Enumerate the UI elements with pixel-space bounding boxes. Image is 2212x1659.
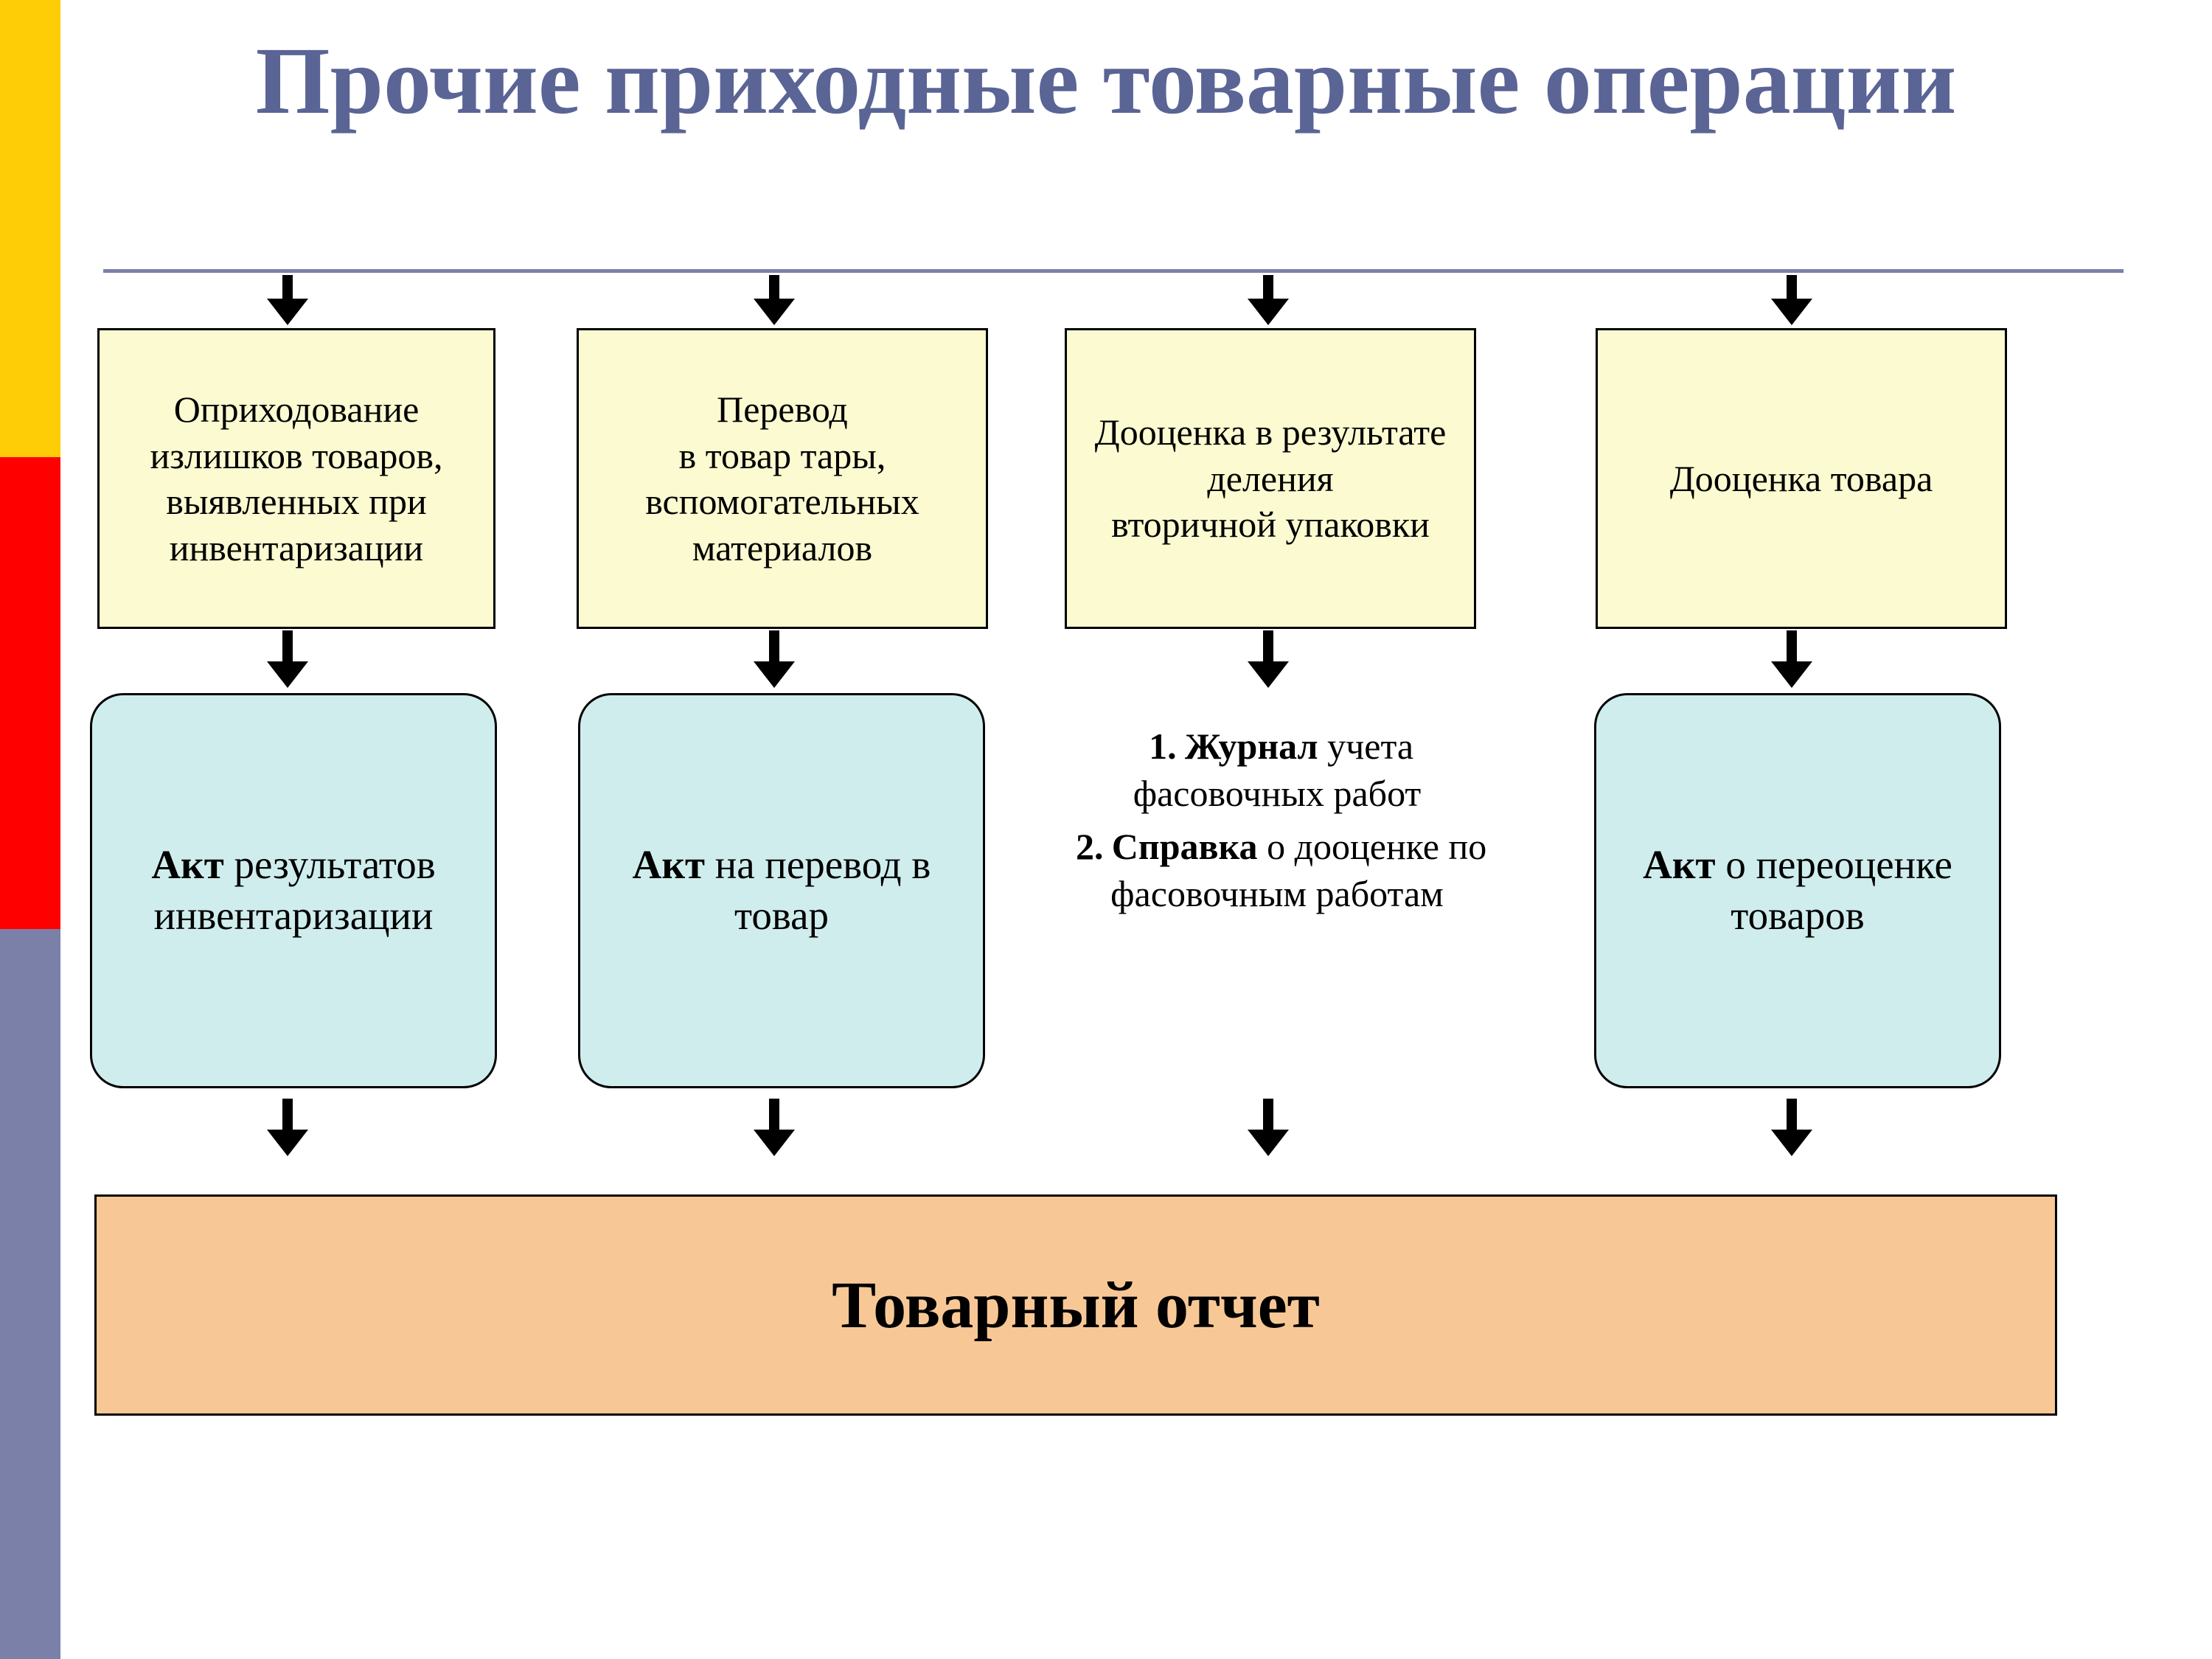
mid-box-1-label: Акт на перевод в товар xyxy=(594,840,970,942)
mid-box-0: Акт результатов инвентаризации xyxy=(90,693,497,1088)
report-box: Товарный отчет xyxy=(94,1194,2057,1416)
sidebar-red xyxy=(0,457,60,929)
top-box-1: Переводв товар тары, вспомогательных мат… xyxy=(577,328,988,629)
arrow-down-icon xyxy=(754,275,795,325)
arrow-down-icon xyxy=(1248,275,1289,325)
report-label: Товарный отчет xyxy=(832,1267,1320,1343)
arrow-down-icon xyxy=(1771,275,1812,325)
sidebar-stripes xyxy=(0,0,60,1659)
top-box-0-label: Оприходование излишков товаров, выявленн… xyxy=(113,386,480,571)
arrow-down-icon xyxy=(754,1099,795,1156)
arrow-down-icon xyxy=(267,1099,308,1156)
top-box-1-label: Переводв товар тары, вспомогательных мат… xyxy=(592,386,973,571)
arrow-down-icon xyxy=(1771,630,1812,688)
top-box-0: Оприходование излишков товаров, выявленн… xyxy=(97,328,495,629)
arrow-down-icon xyxy=(267,630,308,688)
mid-box-3: Акт о переоценке товаров xyxy=(1594,693,2001,1088)
mid-list-2: 1.Журнал учета фасовочных работ2.Справка… xyxy=(1056,723,1498,923)
mid-box-1: Акт на перевод в товар xyxy=(578,693,985,1088)
mid-list-item: 2.Справка о дооценке по фасовочным работ… xyxy=(1056,823,1498,917)
mid-box-0-label: Акт результатов инвентаризации xyxy=(105,840,481,942)
top-box-2-label: Дооценка в результате делениявторичной у… xyxy=(1080,409,1461,548)
arrow-down-icon xyxy=(1248,630,1289,688)
title-underline xyxy=(103,269,2124,273)
mid-list-item: 1.Журнал учета фасовочных работ xyxy=(1056,723,1498,817)
top-box-3-label: Дооценка товара xyxy=(1670,456,1933,502)
top-box-2: Дооценка в результате делениявторичной у… xyxy=(1065,328,1476,629)
sidebar-blue xyxy=(0,929,60,1659)
top-box-3: Дооценка товара xyxy=(1596,328,2007,629)
arrow-down-icon xyxy=(754,630,795,688)
page-title: Прочие приходные товарные операции xyxy=(88,29,2124,133)
arrow-down-icon xyxy=(267,275,308,325)
arrow-down-icon xyxy=(1248,1099,1289,1156)
sidebar-yellow xyxy=(0,0,60,457)
arrow-down-icon xyxy=(1771,1099,1812,1156)
mid-box-3-label: Акт о переоценке товаров xyxy=(1610,840,1986,942)
